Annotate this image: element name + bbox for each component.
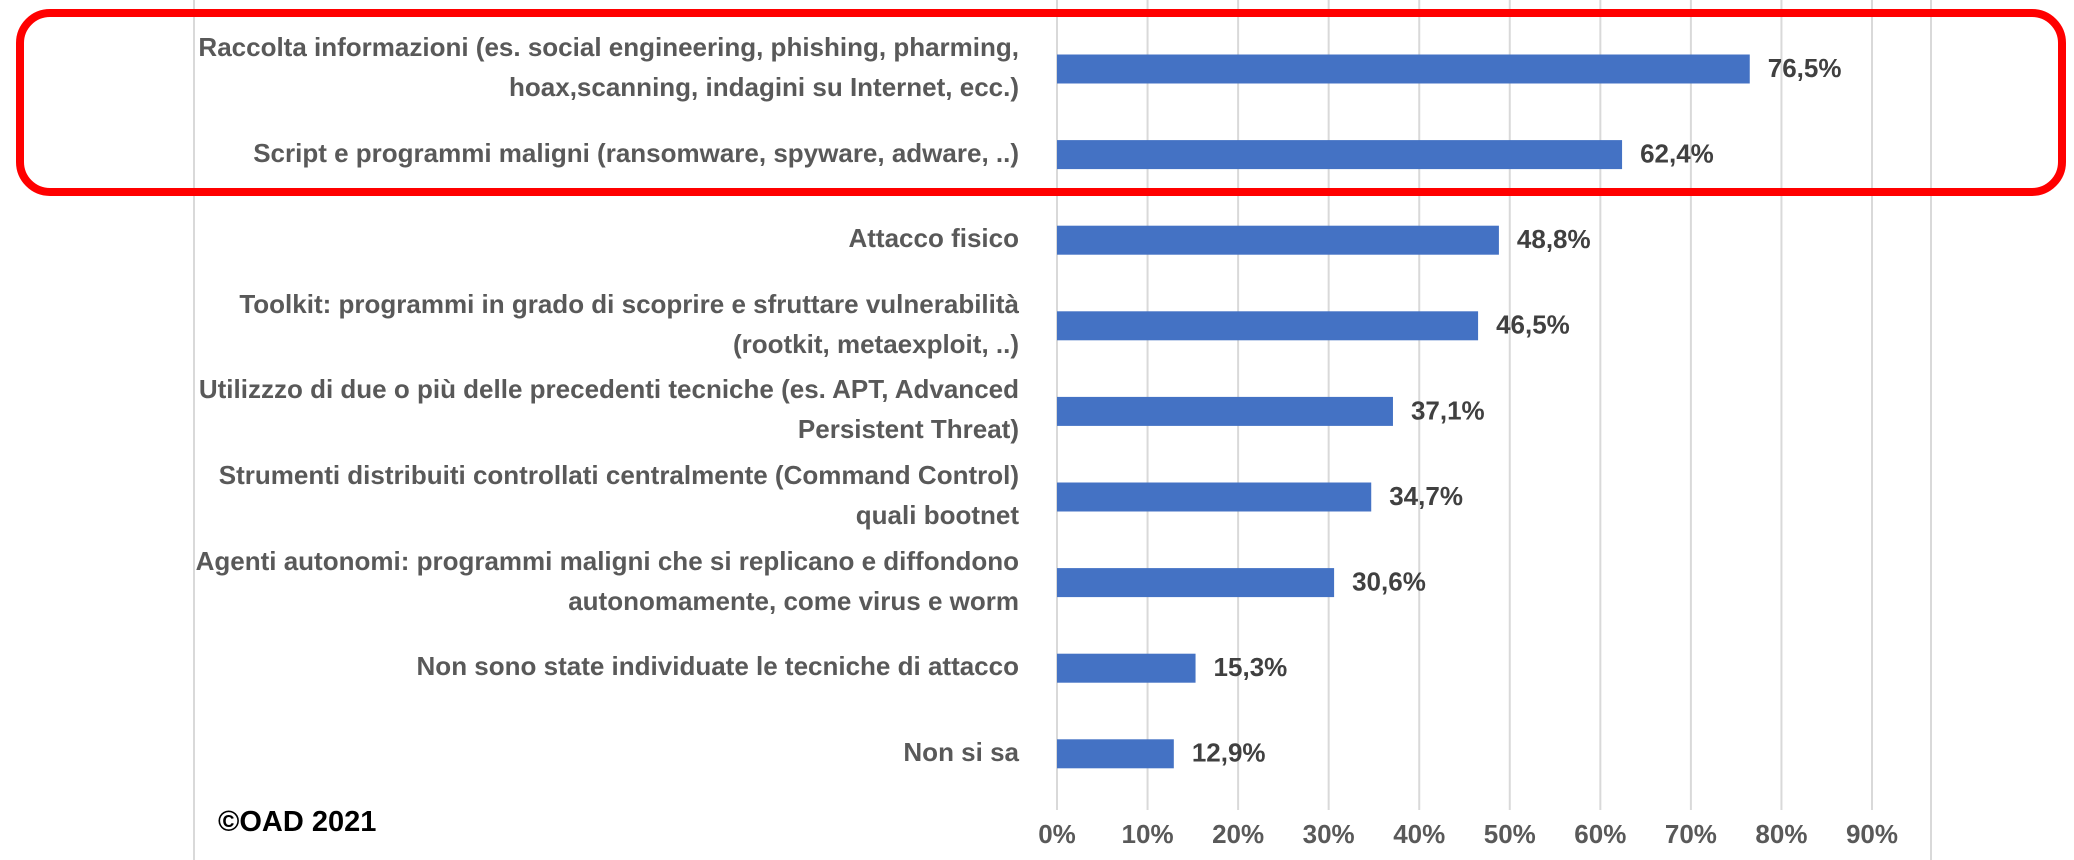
data-label: 48,8%	[1517, 224, 1591, 254]
y-tick-label: Attacco fisico	[848, 223, 1020, 254]
y-tick-label: Raccolta informazioni (es. social engine…	[198, 32, 1019, 102]
x-tick-label: 90%	[1846, 819, 1898, 849]
x-tick-label: 20%	[1212, 819, 1264, 849]
highlight-box	[16, 9, 2066, 196]
data-label: 34,7%	[1389, 481, 1463, 511]
data-label: 37,1%	[1411, 395, 1485, 425]
x-tick-label: 80%	[1755, 819, 1807, 849]
bar	[1057, 653, 1196, 683]
data-label: 62,4%	[1640, 138, 1714, 168]
bar	[1057, 54, 1750, 84]
x-tick-label: 0%	[1038, 819, 1076, 849]
x-tick-label: 70%	[1665, 819, 1717, 849]
bar	[1057, 568, 1335, 598]
x-tick-label: 50%	[1484, 819, 1536, 849]
y-tick-label: Non sono state individuate le tecniche d…	[416, 651, 1019, 682]
bar	[1057, 225, 1499, 255]
x-tick-label: 10%	[1122, 819, 1174, 849]
y-tick-label: Script e programmi maligni (ransomware, …	[253, 137, 1019, 168]
y-tick-label: Agenti autonomi: programmi maligni che s…	[195, 545, 1019, 616]
bar	[1057, 482, 1372, 512]
x-tick-label: 40%	[1393, 819, 1445, 849]
bar	[1057, 140, 1623, 170]
x-tick-label: 30%	[1303, 819, 1355, 849]
data-label: 46,5%	[1496, 310, 1570, 340]
y-tick-label: Non si sa	[903, 736, 1019, 767]
y-tick-label: Toolkit: programmi in grado di scoprire …	[239, 288, 1019, 359]
data-label: 12,9%	[1192, 738, 1266, 768]
bar	[1057, 739, 1174, 769]
x-tick-label: 60%	[1574, 819, 1626, 849]
bar	[1057, 311, 1479, 341]
y-tick-label: Utilizzzo di due o più delle precedenti …	[198, 374, 1019, 445]
data-label: 30,6%	[1352, 566, 1426, 596]
y-tick-label: Strumenti distribuiti controllati centra…	[218, 460, 1019, 530]
bar	[1057, 396, 1393, 426]
copyright-note: ©OAD 2021	[218, 806, 377, 838]
data-label: 76,5%	[1768, 53, 1842, 83]
data-label: 15,3%	[1214, 652, 1288, 682]
